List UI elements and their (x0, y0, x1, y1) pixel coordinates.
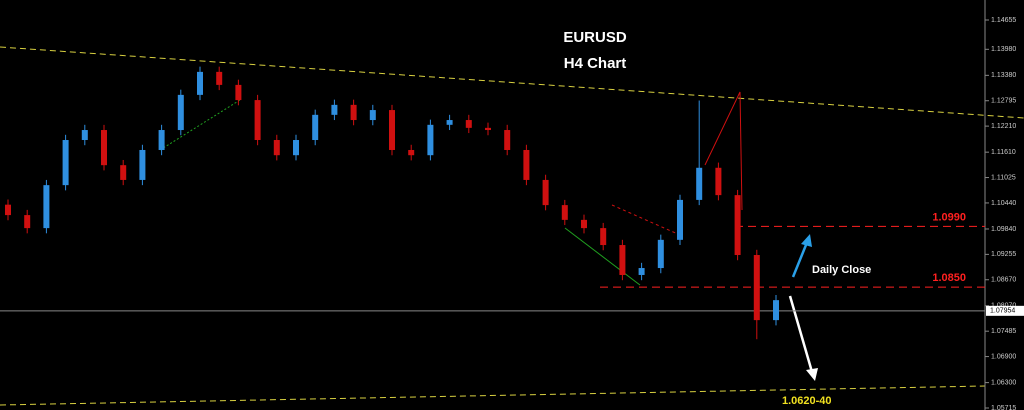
candle-body (5, 204, 11, 216)
y-tick-label: 1.10440 (991, 200, 1016, 207)
candle-body (427, 124, 434, 156)
current-price-box (986, 305, 1024, 316)
y-tick-label: 1.05715 (991, 405, 1016, 410)
candle-body (696, 167, 703, 200)
candle-body (715, 167, 722, 196)
candle-body (600, 228, 607, 246)
candle-body (465, 120, 472, 128)
candle-body (62, 140, 69, 186)
chart-subtitle: H4 Chart (564, 55, 627, 72)
y-tick-label: 1.07485 (991, 328, 1016, 335)
candle-body (312, 114, 319, 141)
candle-body (504, 130, 511, 150)
candle-body (369, 110, 376, 121)
candle-body (619, 245, 626, 275)
candle-body (408, 149, 415, 156)
candle-body (43, 185, 50, 229)
candle-body (753, 255, 760, 321)
candle-body (139, 149, 146, 180)
candle-body (197, 71, 203, 95)
candle-body (542, 179, 549, 206)
candle-body (657, 239, 664, 269)
chart-title: EURUSD (563, 29, 627, 46)
candle-body (773, 300, 779, 321)
candle-body (350, 104, 357, 121)
up-arrow-head (801, 234, 812, 247)
candle-body (235, 84, 242, 101)
candle-body (389, 110, 395, 150)
y-tick-label: 1.12795 (991, 98, 1016, 105)
candle-body (561, 205, 568, 220)
down-arrow (788, 295, 814, 373)
candle-body (581, 219, 587, 229)
candle-body (177, 94, 184, 131)
y-tick-label: 1.09840 (991, 226, 1016, 233)
y-tick-label: 1.11025 (991, 174, 1016, 181)
pattern-line (564, 227, 641, 286)
y-tick-label: 1.09255 (991, 251, 1016, 258)
y-tick-label: 1.12210 (991, 123, 1016, 130)
candle-body (254, 100, 261, 141)
y-tick-label: 1.14655 (991, 17, 1016, 24)
down-arrow-head (806, 368, 818, 381)
candle-body (158, 130, 165, 150)
candle-body (677, 199, 683, 240)
candle-body (446, 120, 453, 125)
candle-body (293, 140, 299, 156)
y-tick-label: 1.06300 (991, 379, 1016, 386)
candle-body (120, 165, 127, 180)
y-tick-label: 1.13980 (991, 46, 1016, 53)
candle-body (273, 140, 280, 156)
y-tick-label: 1.13380 (991, 72, 1016, 79)
candle-body (24, 215, 31, 229)
candle-body (638, 268, 645, 275)
candle-body (101, 130, 107, 166)
upper-trendline (0, 46, 1024, 119)
candle-body (734, 195, 741, 256)
y-tick-label: 1.06900 (991, 353, 1016, 360)
annotation: Daily Close (812, 264, 871, 276)
level-label: 1.0850 (932, 272, 966, 284)
level-label: 1.0990 (932, 211, 966, 223)
y-tick-label: 1.08670 (991, 277, 1016, 284)
up-arrow (791, 239, 810, 278)
pattern-line (611, 204, 681, 236)
candle-body (81, 130, 88, 141)
candle-body (216, 71, 223, 85)
candle-body (331, 104, 338, 115)
candle-body (485, 127, 491, 131)
target-label: 1.0620-40 (782, 395, 832, 407)
current-price-label: 1.07954 (990, 308, 1015, 315)
lower-trendline (0, 385, 986, 406)
spike-outline (704, 91, 743, 211)
candle-body (523, 149, 530, 180)
y-tick-label: 1.11610 (991, 149, 1016, 156)
